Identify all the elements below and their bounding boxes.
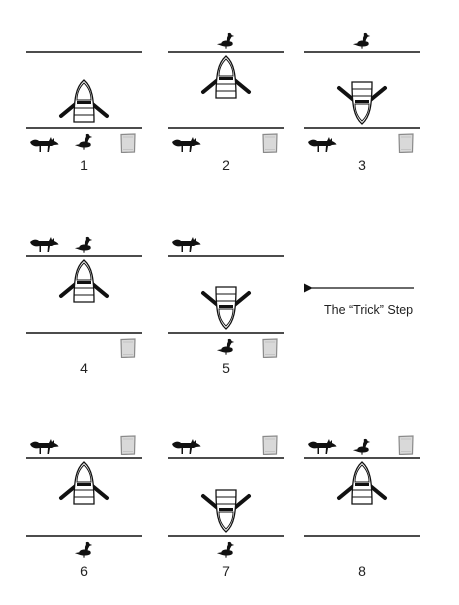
fox-icon <box>172 137 201 152</box>
fox-icon <box>308 439 337 454</box>
rowboat-icon <box>337 80 387 126</box>
fox-icon <box>172 439 201 454</box>
fox-icon <box>30 439 59 454</box>
fox-icon <box>172 237 201 252</box>
bean-bag-icon <box>120 435 136 455</box>
fox-icon <box>308 137 337 152</box>
trick-step-annotation: The “Trick” Step <box>303 283 414 317</box>
panel-4: 4 <box>26 236 142 376</box>
rowboat-icon <box>59 258 109 304</box>
bean-bag-icon <box>120 338 136 358</box>
panel-number: 3 <box>358 157 366 173</box>
goose-icon <box>74 541 93 558</box>
bean-bag-icon <box>398 435 414 455</box>
bean-bag-icon <box>262 338 278 358</box>
panel-number: 7 <box>222 563 230 579</box>
panel-number: 6 <box>80 563 88 579</box>
rowboat-icon <box>59 460 109 506</box>
panel-7: 7 <box>168 435 284 579</box>
panel-8: 8 <box>304 435 420 579</box>
rowboat-icon <box>201 488 251 534</box>
goose-icon <box>352 438 371 455</box>
goose-icon <box>74 133 93 150</box>
goose-icon <box>216 32 235 49</box>
bean-bag-icon <box>262 133 278 153</box>
panel-number: 4 <box>80 360 88 376</box>
panel-6: 6 <box>26 435 142 579</box>
rowboat-icon <box>201 285 251 331</box>
panels: 1 2 3 4 5 6 7 8 <box>26 32 420 579</box>
rowboat-icon <box>59 78 109 124</box>
panel-number: 8 <box>358 563 366 579</box>
bean-bag-icon <box>262 435 278 455</box>
fox-icon <box>30 137 59 152</box>
panel-number: 2 <box>222 157 230 173</box>
trick-step-label: The “Trick” Step <box>324 303 413 317</box>
goose-icon <box>216 338 235 355</box>
bean-bag-icon <box>120 133 136 153</box>
panel-5: 5 <box>168 237 284 376</box>
rowboat-icon <box>337 460 387 506</box>
panel-3: 3 <box>304 32 420 173</box>
goose-icon <box>74 236 93 253</box>
panel-2: 2 <box>168 32 284 173</box>
panel-number: 1 <box>80 157 88 173</box>
panel-number: 5 <box>222 360 230 376</box>
goose-icon <box>352 32 371 49</box>
goose-icon <box>216 541 235 558</box>
fox-icon <box>30 237 59 252</box>
panel-1: 1 <box>26 51 142 173</box>
rowboat-icon <box>201 54 251 100</box>
bean-bag-icon <box>398 133 414 153</box>
